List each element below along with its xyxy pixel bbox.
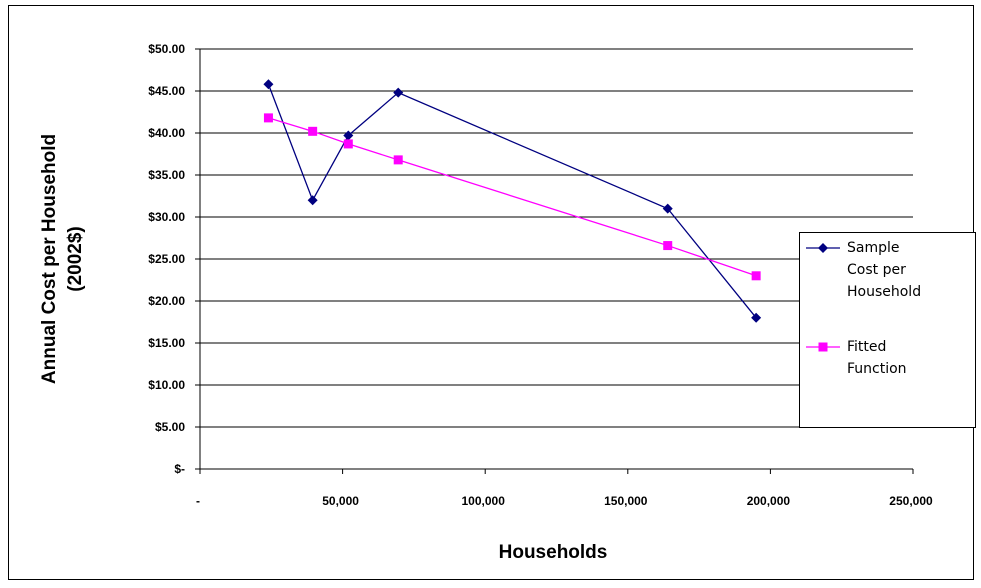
y-tick-label: $15.00 <box>148 336 185 350</box>
legend: Sample Cost per Household Fitted Function <box>799 232 976 428</box>
series-line <box>268 117 757 277</box>
data-point <box>343 139 353 149</box>
legend-label: Fitted Function <box>847 339 907 377</box>
data-point <box>662 203 673 214</box>
data-point <box>263 79 274 90</box>
y-tick-label: $45.00 <box>148 84 185 98</box>
x-axis-title: Households <box>499 542 608 563</box>
y-tick-label: $35.00 <box>148 168 185 182</box>
y-tick-label: $10.00 <box>148 378 185 392</box>
data-point <box>393 155 403 165</box>
legend-swatch <box>806 243 840 253</box>
y-axis-title: Annual Cost per Household (2002$) <box>39 134 86 384</box>
data-point <box>343 130 354 141</box>
data-point <box>307 195 318 206</box>
data-point <box>308 126 318 136</box>
y-tick-label: $25.00 <box>148 252 185 266</box>
y-tick-label: $50.00 <box>148 42 185 56</box>
legend-swatch <box>806 342 840 352</box>
x-tick-label: 200,000 <box>747 494 791 508</box>
data-point <box>663 241 673 251</box>
data-point <box>751 312 762 323</box>
x-tick-label: - <box>196 494 200 508</box>
y-tick-label: $- <box>174 462 185 476</box>
y-tick-label: $20.00 <box>148 294 185 308</box>
y-tick-label: $30.00 <box>148 210 185 224</box>
data-point <box>393 87 404 98</box>
y-tick-label: $40.00 <box>148 126 185 140</box>
x-tick-label: 250,000 <box>889 494 933 508</box>
data-point <box>751 271 761 281</box>
series-line <box>267 84 757 319</box>
y-tick-label: $5.00 <box>155 420 185 434</box>
legend-label: Sample Cost per Household <box>847 240 922 300</box>
x-tick-label: 50,000 <box>322 494 359 508</box>
x-tick-label: 150,000 <box>604 494 648 508</box>
x-tick-label: 100,000 <box>462 494 506 508</box>
data-point <box>263 113 273 123</box>
